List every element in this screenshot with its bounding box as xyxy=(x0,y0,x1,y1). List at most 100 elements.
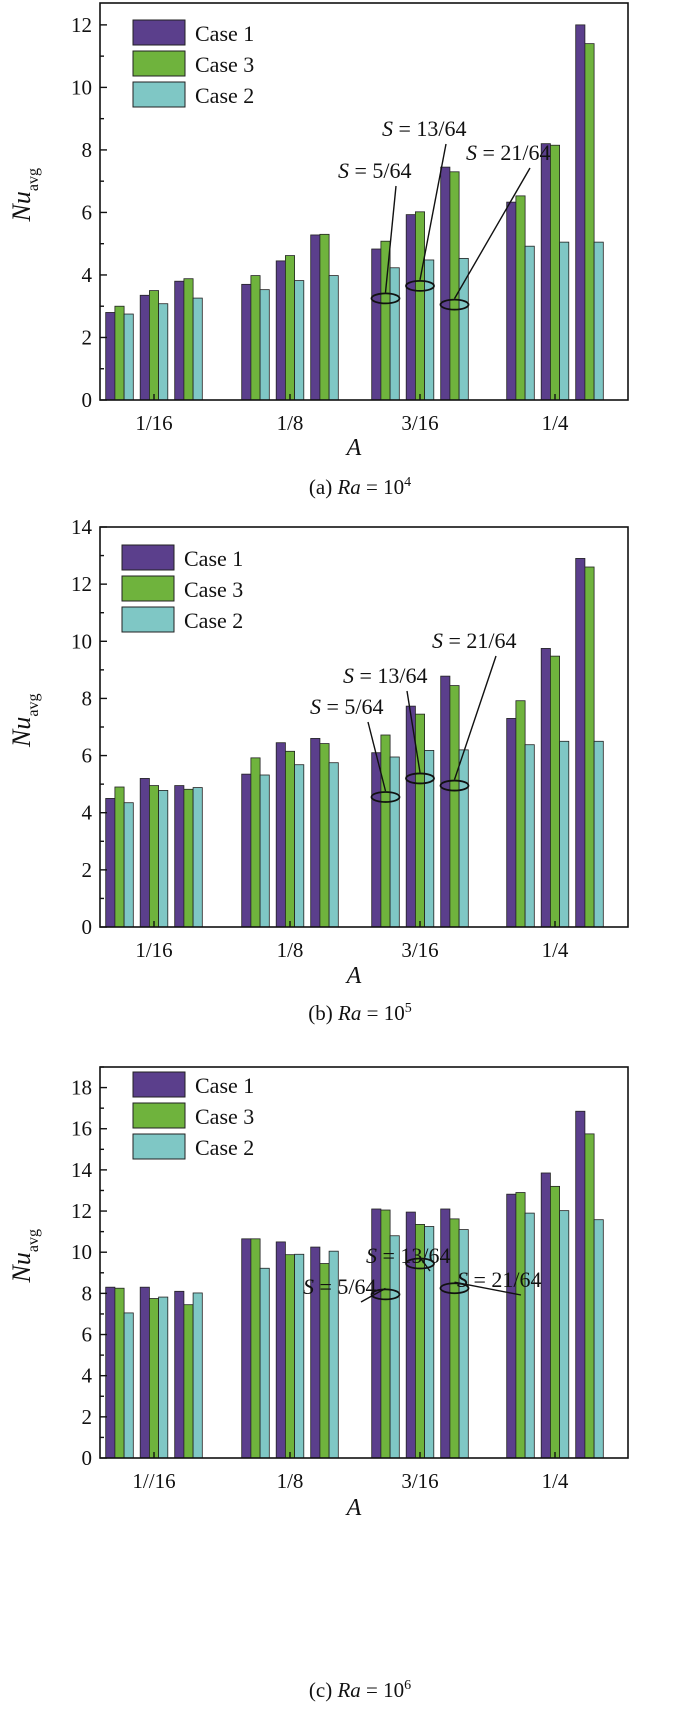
legend-label: Case 2 xyxy=(195,1135,254,1160)
bar-a-1/8-1-case2 xyxy=(259,289,270,401)
annotation-ellipse xyxy=(439,779,470,792)
annotation-ellipse xyxy=(405,772,435,785)
y-tick-label: 8 xyxy=(82,686,93,710)
bar-b-1/8-2-case2 xyxy=(294,764,305,928)
x-tick-label: 3/16 xyxy=(401,411,438,435)
bar-b-1/16-2-case3 xyxy=(148,785,159,928)
bar-a-1/16-2-case3 xyxy=(148,290,159,401)
bar-c-1/4-1-case1 xyxy=(506,1193,517,1459)
annotation-label: S = 5/64 xyxy=(303,1274,377,1299)
y-tick-label: 2 xyxy=(82,1405,93,1429)
legend-swatch-case2 xyxy=(132,81,186,108)
bar-c-1/8-1-case3 xyxy=(250,1238,261,1459)
bar-a-3/16-1-case1 xyxy=(371,248,382,401)
legend-label: Case 1 xyxy=(184,546,243,571)
bar-a-1/4-1-case2 xyxy=(524,245,535,401)
bar-a-3/16-1-case2 xyxy=(389,267,400,401)
legend-label: Case 2 xyxy=(184,608,243,633)
x-tick-label: 1//16 xyxy=(132,1469,175,1493)
annotation-label: S = 21/64 xyxy=(457,1267,542,1292)
bar-c-1//16-1-case1 xyxy=(105,1286,116,1459)
legend: Case 1 Case 3 Case 2 xyxy=(132,1071,254,1160)
y-axis-label: Nuavg xyxy=(7,168,42,222)
annotations: S = 5/64 S = 13/64S = 21/64 xyxy=(338,116,551,311)
bar-b-1/8-3-case1 xyxy=(310,738,321,928)
legend-swatch-case3 xyxy=(132,1102,186,1129)
bar-b-1/4-2-case3 xyxy=(550,655,561,928)
bar-b-1/4-1-case3 xyxy=(515,700,526,928)
bar-b-1/4-3-case1 xyxy=(575,558,586,928)
bar-b-1/4-2-case1 xyxy=(540,648,551,928)
bar-b-3/16-2-case3 xyxy=(414,713,425,928)
bar-b-1/4-3-case3 xyxy=(584,566,595,928)
bar-c-1//16-2-case3 xyxy=(148,1298,159,1459)
annotation-ellipse xyxy=(405,1257,435,1270)
y-tick-label: 4 xyxy=(82,263,93,287)
bar-c-1/8-2-case1 xyxy=(275,1241,286,1459)
bar-c-1//16-1-case2 xyxy=(123,1312,134,1459)
plot-frame xyxy=(99,1066,629,1459)
bar-a-1/16-1-case1 xyxy=(105,312,116,401)
bar-a-1/4-2-case3 xyxy=(550,144,561,401)
bar-c-1/8-1-case1 xyxy=(241,1238,252,1459)
bar-a-1/8-3-case2 xyxy=(328,275,339,401)
bar-c-1//16-3-case3 xyxy=(183,1304,194,1459)
bar-c-3/16-3-case3 xyxy=(449,1218,460,1459)
chart-panel-c: 0 2 4 6 8 10 12 14 16 18 1//16 1/8 3/16 1/4 A Nuavg Case… xyxy=(7,1066,629,1702)
bar-c-1//16-2-case1 xyxy=(139,1286,150,1459)
bar-c-1/4-1-case2 xyxy=(524,1212,535,1459)
annotation-label: S = 13/64 xyxy=(343,663,428,688)
panel-caption: (c) Ra = 106 xyxy=(309,1678,411,1702)
annotation-label: S = 21/64 xyxy=(466,140,551,165)
annotation-ellipse xyxy=(370,292,401,305)
annotation-pointer xyxy=(419,143,447,281)
annotation-ellipse xyxy=(370,791,401,803)
y-tick-label: 8 xyxy=(82,138,93,162)
annotation-label: S = 5/64 xyxy=(310,694,384,719)
bar-a-3/16-2-case3 xyxy=(414,211,425,401)
bar-b-1/16-1-case1 xyxy=(105,798,116,928)
annotation-ellipse xyxy=(439,298,470,311)
bar-b-3/16-3-case1 xyxy=(440,675,451,928)
legend-swatch-case3 xyxy=(132,50,186,77)
bar-a-1/16-3-case1 xyxy=(174,280,185,401)
bar-c-3/16-1-case2 xyxy=(389,1235,400,1459)
bar-b-1/16-1-case3 xyxy=(114,786,125,928)
bar-b-3/16-1-case1 xyxy=(371,752,382,928)
y-tick-label: 10 xyxy=(71,629,92,653)
y-tick-label: 6 xyxy=(82,1323,93,1347)
x-tick-label: 1/8 xyxy=(277,411,304,435)
bar-a-1/8-1-case1 xyxy=(241,283,252,401)
annotation-pointer xyxy=(367,721,387,792)
x-axis-label: A xyxy=(345,435,362,461)
x-axis-label: A xyxy=(345,1495,362,1521)
x-tick-label: 3/16 xyxy=(401,938,438,962)
annotations: S = 5/64 S = 13/64S = 21/64 xyxy=(303,1243,542,1303)
x-axis-label: A xyxy=(345,963,362,989)
y-tick-label: 16 xyxy=(71,1117,92,1141)
bar-c-1/8-2-case3 xyxy=(284,1254,295,1459)
legend-label: Case 1 xyxy=(195,1073,254,1098)
y-tick-label: 12 xyxy=(71,13,92,37)
bar-b-1/4-2-case2 xyxy=(559,740,570,928)
bar-b-3/16-3-case3 xyxy=(449,685,460,928)
panel-caption: (b) Ra = 105 xyxy=(308,1001,411,1025)
y-tick-label: 12 xyxy=(71,572,92,596)
y-tick-label: 6 xyxy=(82,744,93,768)
bar-b-1/16-3-case3 xyxy=(183,788,194,928)
annotation-ellipse xyxy=(439,1282,470,1295)
bar-a-1/8-3-case1 xyxy=(310,234,321,401)
y-axis-label: Nuavg xyxy=(7,694,42,748)
bar-c-1/4-2-case2 xyxy=(559,1210,570,1459)
x-tick-label: 1/16 xyxy=(135,938,172,962)
x-tick-label: 1/4 xyxy=(542,938,569,962)
bar-a-3/16-3-case3 xyxy=(449,171,460,401)
annotation-ellipse xyxy=(370,1288,401,1301)
bar-a-1/4-2-case1 xyxy=(540,143,551,401)
bar-b-1/16-3-case1 xyxy=(174,785,185,928)
y-tick-label: 2 xyxy=(82,858,93,882)
annotation-pointer xyxy=(453,655,497,780)
bar-b-1/4-1-case1 xyxy=(506,718,517,928)
annotation-label: S = 13/64 xyxy=(382,116,467,141)
